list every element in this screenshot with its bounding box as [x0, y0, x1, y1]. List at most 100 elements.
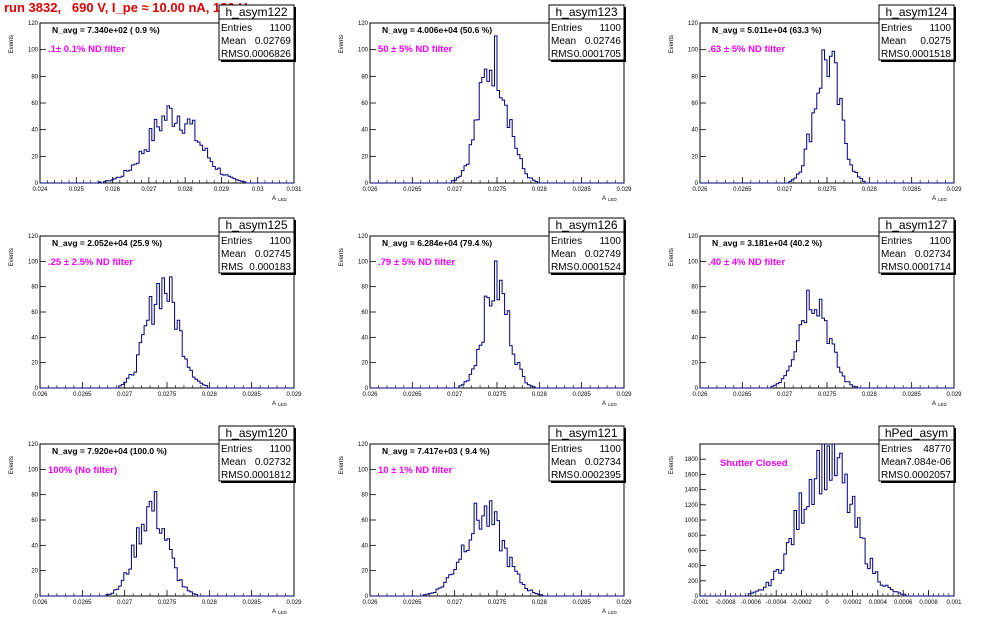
x-tick-label: 0.025	[69, 187, 85, 193]
histogram-h_asym123: 0.026 0.0265 0.027 0.0275 0.028 0.0285 0.029 0 2…	[339, 4, 632, 202]
stats-key: Entries	[221, 236, 252, 247]
stats-title: h_asym123	[555, 5, 617, 19]
y-tick-label: 200	[688, 579, 699, 585]
x-tick-label: 0.029	[286, 392, 302, 398]
stats-value: 0.0001812	[244, 470, 292, 481]
stats-value: 0.000183	[249, 262, 291, 273]
histogram-h_asym124: 0.026 0.0265 0.027 0.0275 0.028 0.0285 0.029 0 2…	[669, 4, 962, 202]
x-tick-label: 0.026	[32, 600, 48, 606]
x-tick-label: 0.0002	[843, 600, 862, 606]
filter-label: .40 ± 4% ND filter	[708, 257, 785, 268]
y-tick-label: 60	[691, 310, 698, 316]
navg-label: N_avg = 4.006e+04 (50.6 %)	[382, 25, 492, 35]
y-axis-label: Events	[9, 35, 15, 53]
x-tick-label: 0.0006	[894, 600, 913, 606]
stats-key: RMS	[881, 470, 904, 481]
stats-key: RMS	[221, 470, 244, 481]
stats-shadow	[294, 428, 296, 483]
y-tick-label: 60	[31, 310, 38, 316]
stats-value: 0.0275	[920, 36, 951, 47]
x-tick-label: 0.029	[946, 392, 962, 398]
x-tick-label: 0.0285	[902, 187, 921, 193]
stats-key: Entries	[551, 236, 582, 247]
stats-shadow	[551, 273, 626, 275]
y-tick-label: 60	[31, 101, 38, 107]
stats-box	[548, 217, 625, 274]
x-tick-label: -0.0008	[715, 600, 736, 606]
x-tick-label: 0.0265	[733, 392, 752, 398]
stats-title: h_asym127	[885, 218, 947, 232]
x-tick-label: 0.028	[532, 600, 548, 606]
y-tick-label: 80	[31, 74, 38, 80]
stats-key: Entries	[881, 444, 912, 455]
y-tick-label: 1000	[685, 518, 699, 524]
x-tick-label: 0.029	[214, 187, 230, 193]
stats-title: hPed_asym	[885, 426, 948, 440]
stats-value: 1100	[599, 444, 621, 455]
stats-key: Mean	[221, 36, 246, 47]
y-axis-label: Events	[669, 248, 675, 266]
y-tick-label: 120	[358, 442, 369, 448]
stats-key: RMS	[551, 262, 574, 273]
y-tick-label: 100	[28, 48, 39, 54]
x-tick-label: 0.0275	[158, 600, 177, 606]
filter-label: .25 ± 2.5% ND filter	[48, 257, 133, 268]
histogram-line	[370, 500, 624, 597]
y-tick-label: 20	[31, 154, 38, 160]
x-tick-label: 0.0265	[403, 187, 422, 193]
y-tick-label: 40	[31, 335, 38, 341]
y-tick-label: 120	[28, 234, 39, 240]
x-tick-label: 0.029	[286, 600, 302, 606]
x-tick-label: 0.027	[141, 187, 157, 193]
x-tick-label: 0.026	[362, 600, 378, 606]
navg-label: N_avg = 7.920e+04 (100.0 %)	[52, 446, 167, 456]
stats-shadow	[551, 60, 626, 62]
filter-label: .1± 0.1% ND filter	[48, 44, 125, 55]
stats-shadow	[624, 428, 626, 483]
stats-shadow	[881, 60, 956, 62]
histogram-line	[40, 491, 294, 597]
y-tick-label: 0	[695, 386, 699, 392]
y-tick-label: 0	[365, 386, 369, 392]
stats-value: 1100	[269, 444, 291, 455]
stats-value: 1100	[269, 236, 291, 247]
y-tick-label: 100	[688, 259, 699, 265]
y-tick-label: 0	[365, 594, 369, 600]
x-axis-label: A LED	[602, 196, 618, 202]
x-tick-label: -0.001	[691, 600, 709, 606]
x-tick-label: 0.026	[692, 392, 708, 398]
stats-shadow	[294, 220, 296, 275]
x-tick-label: 0.0265	[403, 600, 422, 606]
navg-label: N_avg = 6.284e+04 (79.4 %)	[382, 238, 492, 248]
x-axis-label: A LED	[602, 401, 618, 407]
x-tick-label: 0.0285	[902, 392, 921, 398]
y-tick-label: 0	[35, 386, 39, 392]
stats-shadow	[551, 481, 626, 483]
x-axis-label: A LED	[272, 609, 288, 615]
y-tick-label: 0	[35, 594, 39, 600]
y-tick-label: 80	[691, 285, 698, 291]
x-axis-label: A LED	[932, 196, 948, 202]
x-axis-label: A LED	[932, 401, 948, 407]
y-tick-label: 60	[361, 101, 368, 107]
y-tick-label: 400	[688, 564, 699, 570]
stats-box	[878, 425, 955, 482]
x-tick-label: 0.0285	[572, 392, 591, 398]
stats-shadow	[624, 7, 626, 62]
y-tick-label: 80	[361, 493, 368, 499]
stats-value: 0.02734	[585, 457, 622, 468]
x-tick-label: 0.028	[202, 392, 218, 398]
filter-label: Shutter Closed	[720, 458, 788, 469]
y-tick-label: 20	[691, 154, 698, 160]
x-axis-label: A LED	[272, 401, 288, 407]
y-axis-label: Events	[339, 35, 345, 53]
stats-key: Mean	[221, 249, 246, 260]
y-tick-label: 0	[365, 181, 369, 187]
stats-title: h_asym125	[225, 218, 287, 232]
x-tick-label: 0.0265	[73, 600, 92, 606]
y-tick-label: 20	[361, 361, 368, 367]
stats-value: 0.0002395	[574, 470, 622, 481]
stats-key: RMS	[551, 470, 574, 481]
stats-shadow	[221, 273, 296, 275]
